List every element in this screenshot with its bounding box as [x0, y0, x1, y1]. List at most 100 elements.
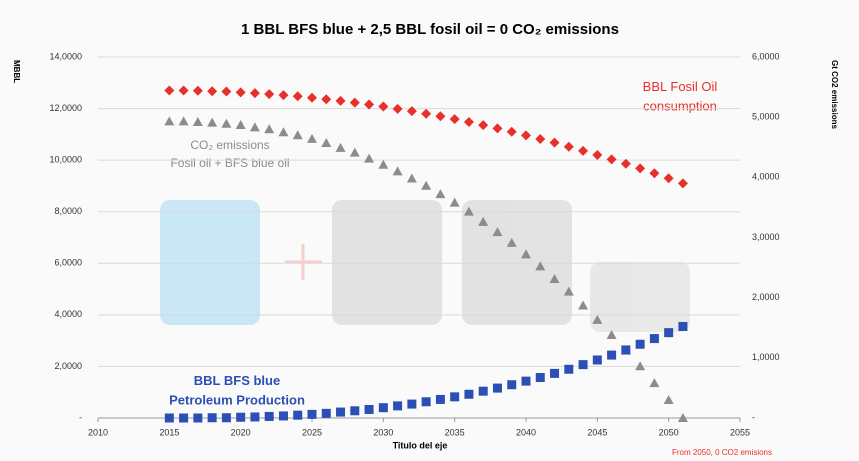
marker [264, 124, 275, 134]
marker [664, 328, 674, 338]
x-tick-label: 2020 [231, 427, 251, 437]
barrel [332, 200, 442, 325]
marker [307, 409, 317, 419]
marker [492, 123, 503, 134]
marker [606, 329, 617, 339]
y-tick-label: - [79, 412, 82, 422]
marker [478, 216, 489, 226]
marker [521, 376, 531, 386]
marker [620, 158, 631, 169]
marker [521, 130, 531, 141]
y-axis-label: MBBL [12, 60, 21, 83]
y-tick-label: 6,0000 [54, 258, 82, 268]
marker [592, 355, 602, 365]
marker [392, 103, 403, 114]
marker [421, 180, 432, 190]
marker [307, 92, 317, 103]
marker [278, 90, 289, 101]
marker [192, 85, 203, 96]
marker [378, 403, 388, 413]
marker [463, 116, 474, 127]
marker [635, 163, 646, 174]
marker [535, 133, 546, 144]
marker [549, 274, 560, 284]
y-tick-label: 2,0000 [54, 361, 82, 371]
marker [549, 137, 560, 148]
marker [663, 394, 674, 404]
marker [521, 249, 531, 259]
marker [578, 145, 589, 156]
marker [492, 227, 503, 237]
marker [307, 133, 317, 143]
y-tick-label: 4,0000 [54, 309, 82, 319]
x-tick-label: 2030 [373, 427, 393, 437]
marker [449, 197, 460, 207]
marker [406, 106, 417, 117]
barrel [160, 200, 260, 325]
marker [478, 386, 488, 396]
barrel [462, 200, 572, 325]
marker [478, 120, 489, 131]
marker [193, 413, 203, 423]
marker [677, 178, 688, 189]
x-tick-label: 2025 [302, 427, 322, 437]
marker [435, 394, 445, 404]
marker [607, 350, 617, 360]
marker [207, 86, 218, 97]
marker [677, 413, 688, 422]
y-tick-label: 10,0000 [49, 155, 82, 165]
y-tick-label: 8,0000 [54, 206, 82, 216]
marker [578, 360, 588, 370]
marker [563, 141, 574, 152]
y-tick-label: 14,0000 [49, 51, 82, 61]
y2-tick-label: 3,0000 [752, 232, 780, 242]
marker [421, 108, 432, 119]
marker [264, 411, 274, 421]
x-tick-label: 2045 [587, 427, 607, 437]
marker [506, 237, 517, 247]
marker [364, 99, 375, 110]
x-tick-label: 2040 [516, 427, 536, 437]
marker [221, 86, 232, 97]
marker [250, 412, 260, 422]
annotation: BBL Fosil Oil consumption [643, 79, 718, 114]
marker [321, 138, 332, 148]
x-tick-label: 2010 [88, 427, 108, 437]
x-tick-label: 2055 [730, 427, 750, 437]
marker [435, 189, 446, 199]
marker [364, 404, 374, 414]
marker [335, 142, 346, 152]
marker [450, 392, 460, 402]
marker [207, 117, 218, 127]
y2-tick-label: 1,0000 [752, 352, 780, 362]
marker [649, 334, 659, 344]
barrel [590, 262, 690, 332]
marker [235, 119, 246, 129]
marker [179, 413, 189, 423]
marker [649, 378, 660, 388]
marker [506, 126, 517, 137]
marker [192, 116, 203, 126]
marker [292, 91, 303, 102]
x-tick-label: 2015 [159, 427, 179, 437]
plus-sign [285, 244, 322, 280]
marker [564, 364, 574, 374]
marker [449, 114, 460, 125]
marker [563, 286, 574, 296]
marker [535, 373, 545, 383]
annotation: BBL BFS blue Petroleum Production [169, 373, 305, 408]
marker [335, 95, 346, 106]
marker [207, 413, 217, 423]
marker [407, 399, 417, 409]
y2-tick-label: 5,0000 [752, 112, 780, 122]
marker [278, 411, 288, 421]
marker [378, 101, 389, 112]
marker [421, 397, 431, 407]
marker [606, 154, 617, 165]
marker [178, 85, 189, 96]
y2-tick-label: 6,0000 [752, 51, 780, 61]
marker [435, 111, 446, 122]
marker [392, 166, 403, 176]
